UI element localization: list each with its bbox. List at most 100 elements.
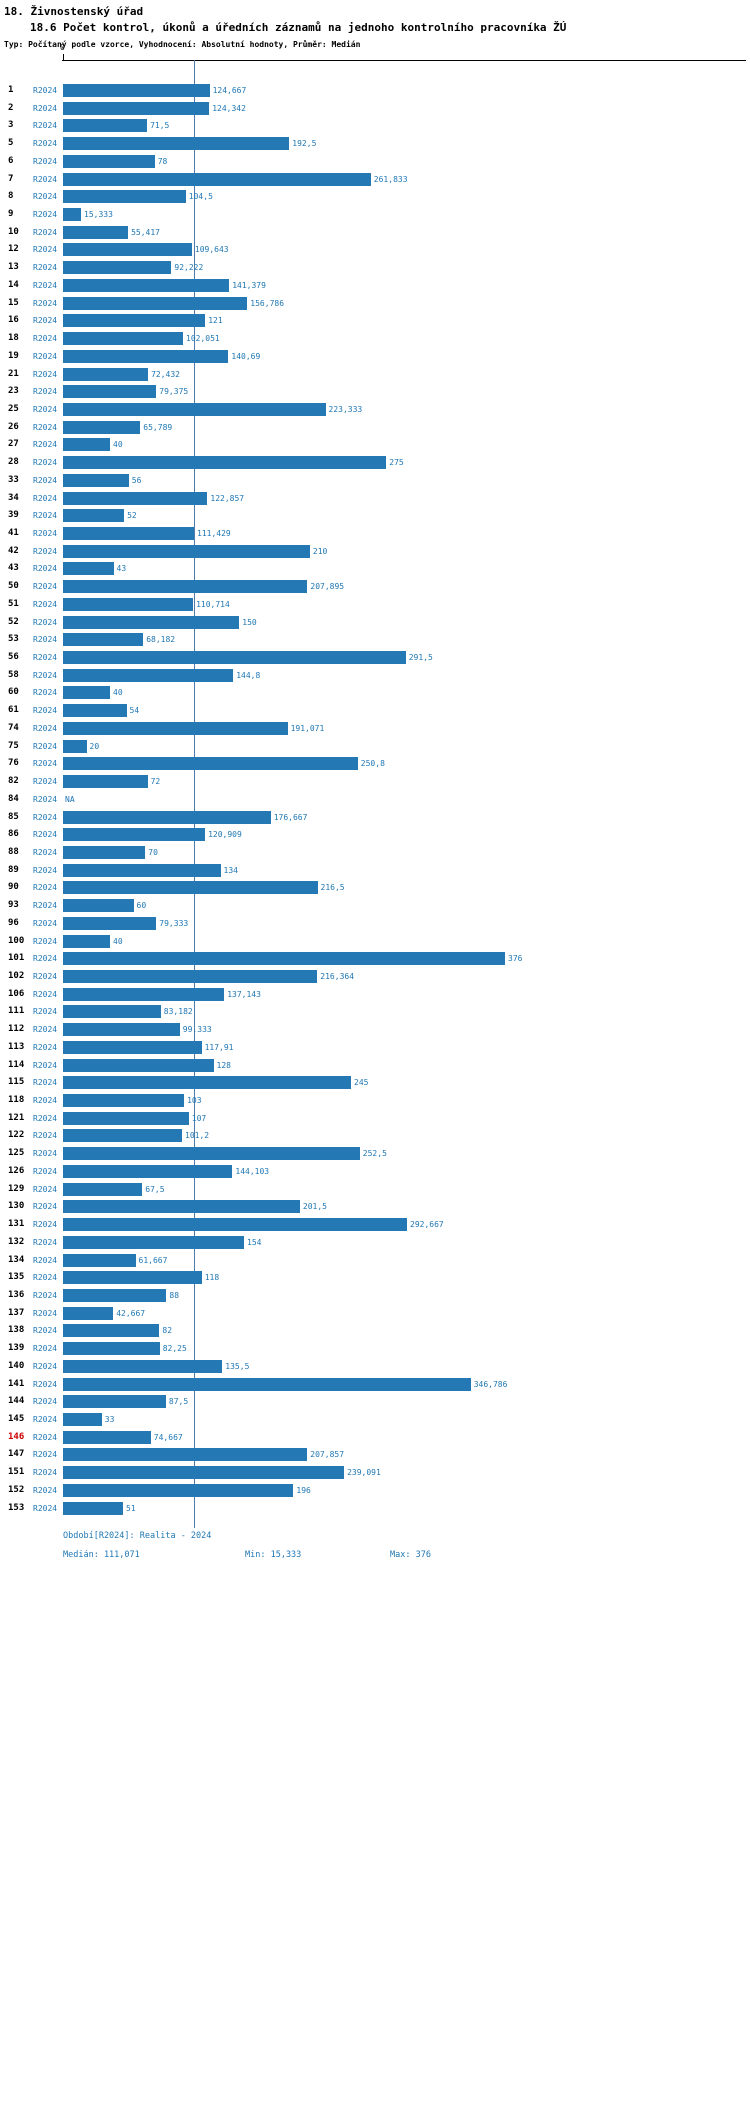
value-bar [63, 527, 194, 540]
value-label: 43 [116, 564, 127, 574]
row-period-label: R2024 [33, 263, 58, 273]
value-bar [63, 119, 148, 133]
value-label: 196 [296, 1485, 311, 1495]
value-bar [63, 1466, 345, 1480]
bar-row: 33 R2024 56 [0, 472, 750, 490]
row-period-label: R2024 [33, 103, 58, 113]
row-id-label: 19 [8, 350, 19, 361]
row-id-label: 139 [8, 1343, 25, 1354]
row-id-label-highlighted: 146 [8, 1431, 25, 1442]
value-label: 121 [208, 316, 223, 326]
row-period-label: R2024 [33, 1450, 58, 1460]
row-id-label: 1 [8, 85, 14, 95]
value-label: 78 [157, 156, 168, 166]
row-period-label: R2024 [33, 1042, 58, 1052]
bar-row: 60 R2024 40 [0, 684, 750, 702]
row-id-label: 115 [8, 1077, 25, 1088]
row-id-label: 130 [8, 1201, 25, 1212]
bar-row: 132 R2024 154 [0, 1234, 750, 1252]
bar-row: 15 R2024 156,786 [0, 295, 750, 313]
row-id-label: 2 [8, 102, 14, 113]
value-bar [63, 456, 387, 470]
row-period-label: R2024 [33, 493, 58, 503]
row-period-label: R2024 [33, 1415, 58, 1424]
value-bar [63, 580, 308, 594]
row-period-label: R2024 [33, 830, 58, 840]
value-bar [63, 704, 127, 718]
value-bar [63, 509, 125, 523]
value-label: 40 [113, 688, 123, 698]
row-id-label: 34 [8, 492, 19, 503]
row-period-label: R2024 [33, 1273, 58, 1283]
value-bar [63, 1288, 167, 1302]
value-bar [63, 845, 146, 859]
value-label: 109,643 [194, 245, 229, 255]
value-bar [63, 1023, 180, 1037]
value-label: 88 [169, 1290, 180, 1300]
bar-row: 101 R2024 376 [0, 950, 750, 968]
row-period-label: R2024 [33, 316, 58, 326]
value-label: 201,5 [302, 1202, 327, 1212]
value-bar [63, 739, 87, 753]
value-bar [63, 1147, 360, 1161]
bar-row: 153 R2024 51 [0, 1500, 750, 1518]
bar-row: 43 R2024 43 [0, 560, 750, 578]
bar-row: 84 R2024 NA [0, 791, 750, 809]
value-bar [63, 420, 141, 434]
value-bar [63, 349, 229, 363]
bar-row: 126 R2024 144,103 [0, 1163, 750, 1181]
bar-row: 114 R2024 128 [0, 1057, 750, 1075]
row-id-label: 125 [8, 1148, 25, 1159]
bar-row: 146 R2024 74,667 [0, 1429, 750, 1447]
row-period-label: R2024 [33, 404, 58, 414]
bar-row: 151 R2024 239,091 [0, 1464, 750, 1482]
row-id-label: 58 [8, 669, 19, 680]
bar-row: 113 R2024 117,91 [0, 1039, 750, 1057]
value-bar [63, 775, 148, 789]
bar-row: 147 R2024 207,857 [0, 1446, 750, 1464]
row-id-label: 152 [8, 1484, 25, 1495]
x-axis-zero-label: 0 [60, 43, 65, 52]
value-label: 103 [187, 1096, 202, 1106]
value-label: 42,667 [116, 1308, 146, 1318]
value-label: 207,857 [310, 1450, 345, 1460]
value-label: 92,222 [174, 263, 204, 273]
value-label: 216,364 [320, 972, 355, 981]
bar-row: 135 R2024 118 [0, 1269, 750, 1287]
row-period-label: R2024 [33, 387, 58, 397]
row-period-label: R2024 [33, 86, 58, 95]
row-id-label: 93 [8, 900, 19, 911]
value-bar [63, 934, 110, 948]
value-label: 60 [136, 901, 147, 911]
value-bar [63, 721, 288, 735]
value-bar [63, 208, 81, 222]
row-id-label: 7 [8, 173, 14, 184]
row-id-label: 26 [8, 421, 19, 432]
value-label: 176,667 [273, 812, 308, 822]
row-id-label: 111 [8, 1006, 25, 1017]
value-label: 68,182 [146, 635, 176, 645]
row-period-label: R2024 [33, 369, 58, 379]
value-bar [63, 84, 210, 97]
bar-row: 19 R2024 140,69 [0, 348, 750, 366]
bar-row: 112 R2024 99,333 [0, 1021, 750, 1039]
bar-row: 27 R2024 40 [0, 436, 750, 454]
row-period-label: R2024 [33, 546, 58, 556]
median-reference-line [193, 60, 195, 1528]
bar-row: 130 R2024 201,5 [0, 1198, 750, 1216]
value-label: 61,667 [138, 1255, 168, 1265]
row-period-label: R2024 [33, 1096, 58, 1106]
row-period-label: R2024 [33, 422, 58, 432]
row-id-label: 21 [8, 368, 19, 379]
value-bar [63, 562, 114, 576]
value-label: 71,5 [150, 121, 170, 131]
bar-row: 9 R2024 15,333 [0, 206, 750, 224]
value-label: 40 [113, 440, 123, 450]
value-label: 87,5 [168, 1397, 189, 1407]
bar-row: 111 R2024 83,182 [0, 1003, 750, 1021]
row-period-label: R2024 [33, 777, 58, 787]
value-bar [63, 1235, 244, 1249]
value-bar [63, 491, 208, 505]
value-bar [63, 1005, 161, 1019]
bar-row: 90 R2024 216,5 [0, 879, 750, 897]
